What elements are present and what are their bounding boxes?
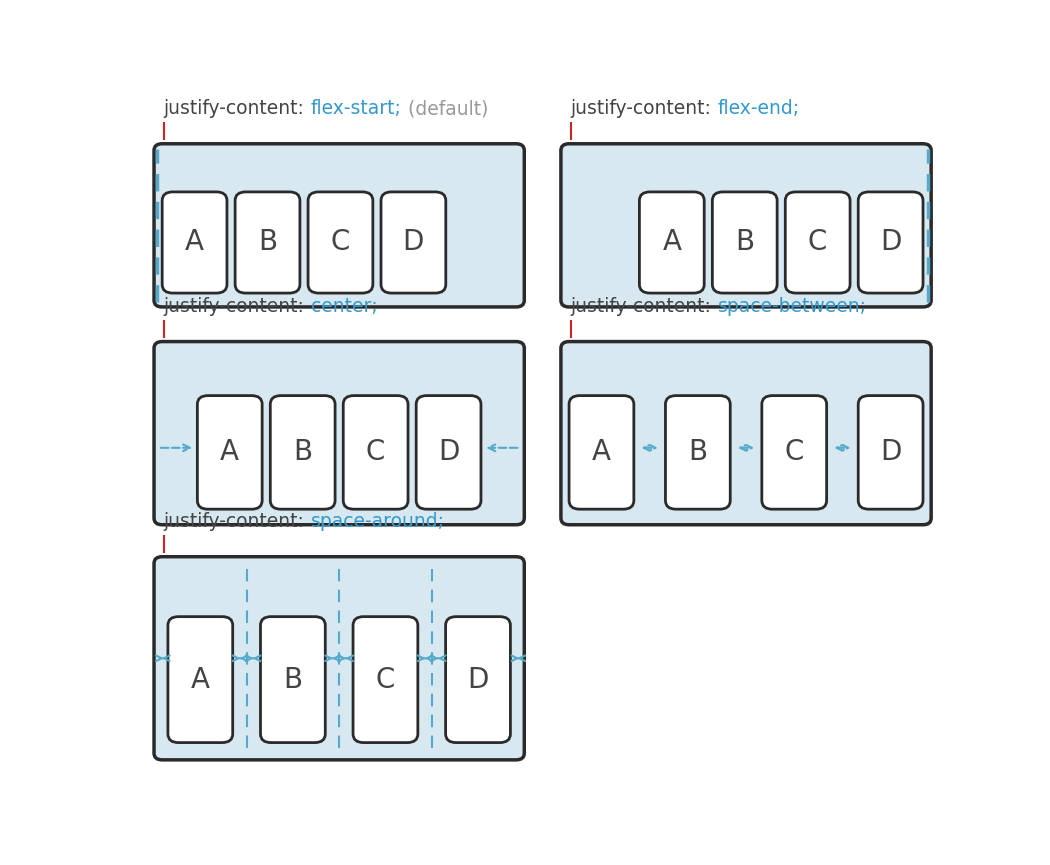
- FancyBboxPatch shape: [154, 342, 524, 525]
- FancyBboxPatch shape: [235, 192, 300, 293]
- FancyBboxPatch shape: [569, 395, 634, 509]
- Text: justify-content:: justify-content:: [571, 99, 717, 119]
- FancyBboxPatch shape: [762, 395, 826, 509]
- FancyBboxPatch shape: [343, 395, 408, 509]
- Text: flex-start;: flex-start;: [311, 99, 401, 119]
- Text: A: A: [663, 228, 681, 257]
- Text: D: D: [880, 439, 901, 466]
- Text: justify-content:: justify-content:: [164, 512, 311, 531]
- Text: space-between;: space-between;: [717, 298, 866, 317]
- Text: justify-content:: justify-content:: [164, 99, 311, 119]
- Text: justify-content:: justify-content:: [164, 298, 311, 317]
- Text: center;: center;: [311, 298, 377, 317]
- FancyBboxPatch shape: [168, 617, 233, 742]
- FancyBboxPatch shape: [353, 617, 418, 742]
- FancyBboxPatch shape: [381, 192, 446, 293]
- FancyBboxPatch shape: [712, 192, 777, 293]
- Text: (default): (default): [401, 99, 488, 119]
- FancyBboxPatch shape: [639, 192, 705, 293]
- Text: C: C: [808, 228, 827, 257]
- Text: D: D: [438, 439, 459, 466]
- Text: A: A: [185, 228, 204, 257]
- FancyBboxPatch shape: [197, 395, 262, 509]
- Text: D: D: [880, 228, 901, 257]
- Text: C: C: [784, 439, 804, 466]
- Text: C: C: [331, 228, 350, 257]
- FancyBboxPatch shape: [785, 192, 850, 293]
- FancyBboxPatch shape: [561, 342, 931, 525]
- FancyBboxPatch shape: [416, 395, 481, 509]
- FancyBboxPatch shape: [270, 395, 335, 509]
- Text: A: A: [592, 439, 611, 466]
- Text: A: A: [191, 665, 210, 694]
- FancyBboxPatch shape: [154, 557, 524, 759]
- FancyBboxPatch shape: [445, 617, 510, 742]
- Text: D: D: [403, 228, 424, 257]
- Text: B: B: [689, 439, 708, 466]
- Text: flex-end;: flex-end;: [717, 99, 800, 119]
- Text: B: B: [735, 228, 754, 257]
- Text: A: A: [220, 439, 239, 466]
- Text: justify-content:: justify-content:: [571, 298, 717, 317]
- FancyBboxPatch shape: [154, 144, 524, 307]
- Text: C: C: [366, 439, 385, 466]
- FancyBboxPatch shape: [308, 192, 373, 293]
- Text: B: B: [284, 665, 302, 694]
- Text: C: C: [376, 665, 395, 694]
- Text: B: B: [258, 228, 277, 257]
- FancyBboxPatch shape: [561, 144, 931, 307]
- FancyBboxPatch shape: [260, 617, 326, 742]
- FancyBboxPatch shape: [858, 192, 923, 293]
- FancyBboxPatch shape: [666, 395, 730, 509]
- Text: D: D: [467, 665, 488, 694]
- FancyBboxPatch shape: [858, 395, 923, 509]
- Text: space-around;: space-around;: [311, 512, 445, 531]
- FancyBboxPatch shape: [162, 192, 227, 293]
- Text: B: B: [293, 439, 312, 466]
